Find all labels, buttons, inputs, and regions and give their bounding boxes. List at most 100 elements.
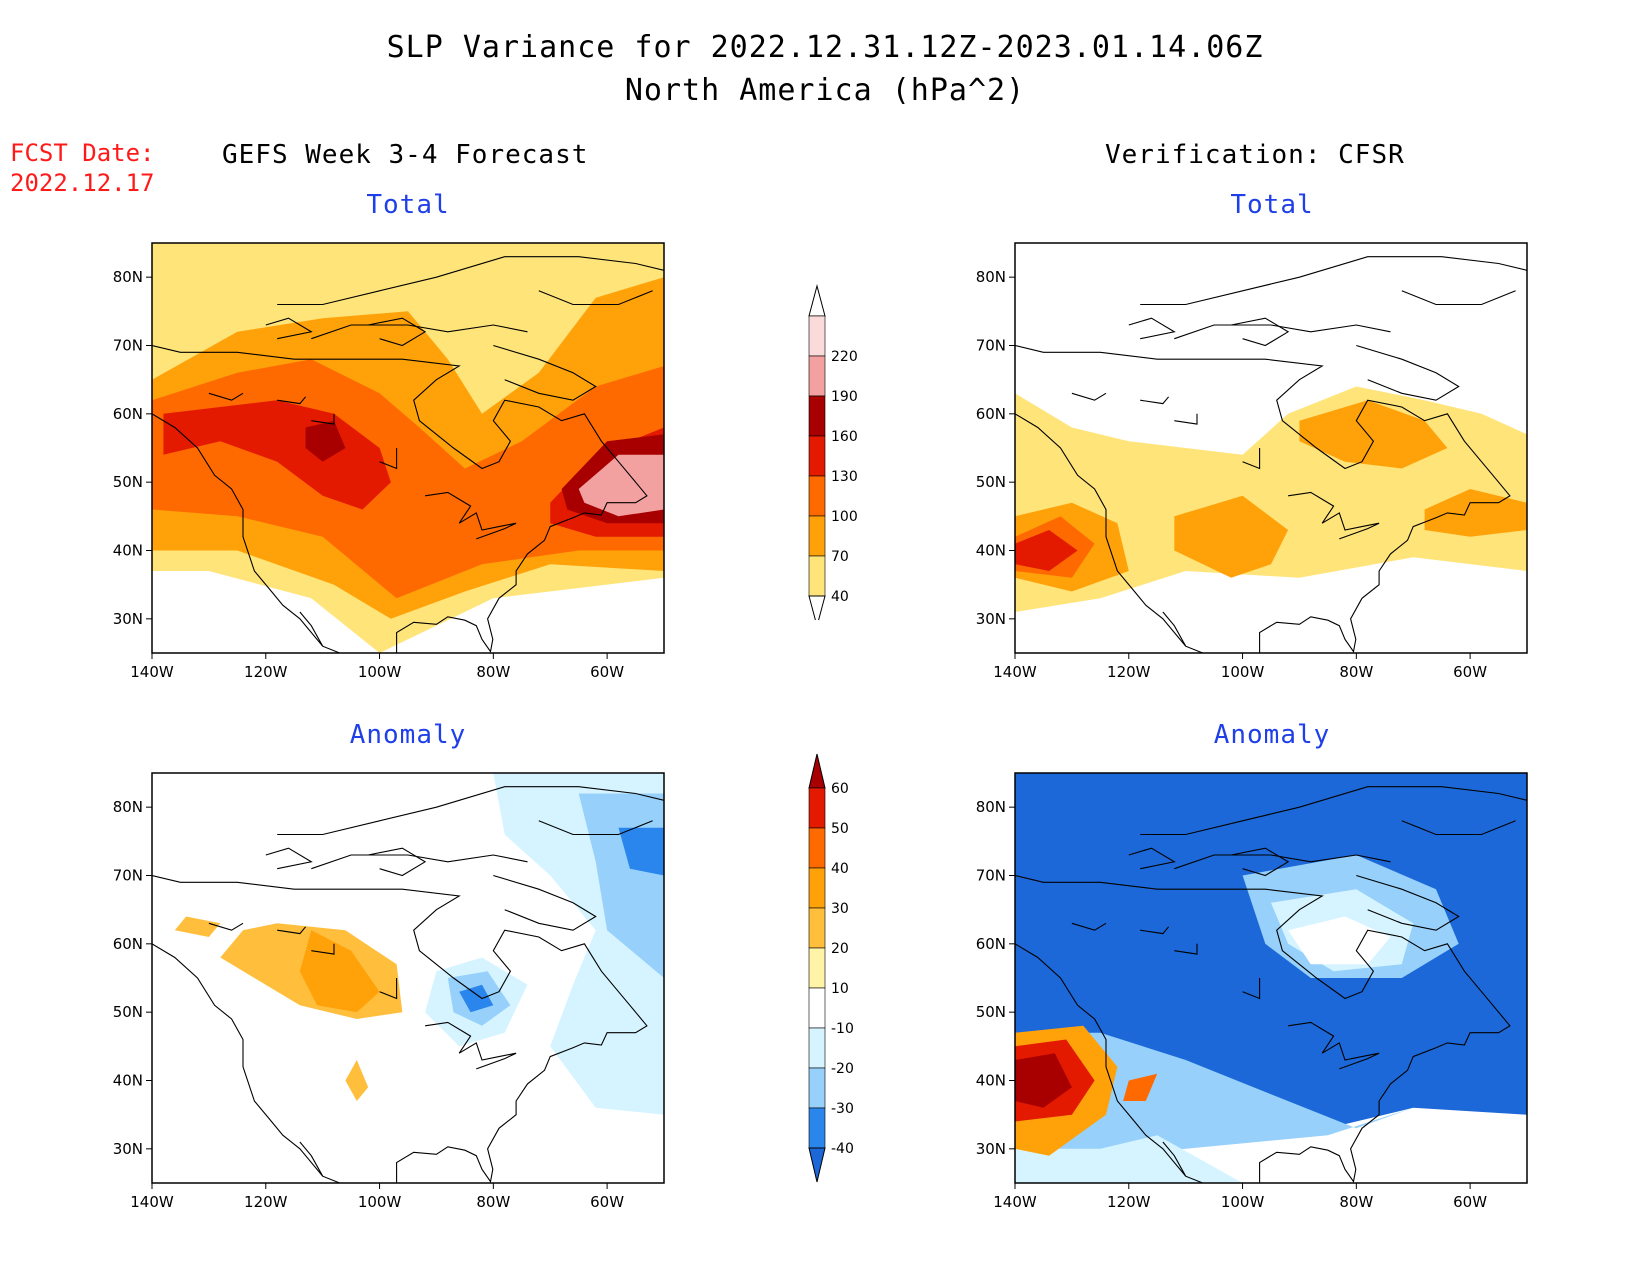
colorbar-swatch xyxy=(808,867,826,909)
map-frame xyxy=(151,772,665,1184)
lon-tick-label: 100W xyxy=(1221,1193,1265,1211)
lat-tick-label: 40N xyxy=(976,542,1006,560)
lat-tick-label: 80N xyxy=(976,798,1006,816)
coastline xyxy=(1288,491,1380,540)
shaded-field xyxy=(152,243,664,653)
coastline xyxy=(538,820,653,836)
forecast-date-value: 2022.12.17 xyxy=(10,169,155,197)
colorbar-swatch xyxy=(808,315,826,357)
lat-tick-label: 40N xyxy=(113,1072,143,1090)
coastline xyxy=(1140,926,1170,935)
colorbar-swatch xyxy=(808,355,826,397)
map-panel-cfsr-anomaly: 30N 40N 50N 60N 70N 80N 140W 120W 100W 80W 60W xyxy=(958,765,1538,1215)
colorbar-label: 10 xyxy=(831,981,849,997)
coastline xyxy=(1015,874,1511,1183)
coastline xyxy=(1288,1021,1380,1070)
coastline xyxy=(152,413,340,653)
shaded-region xyxy=(305,420,346,462)
shaded-field xyxy=(152,773,664,1183)
map-panel-cfsr-total: 30N 40N 50N 60N 70N 80N 140W 120W 100W 80W 60W xyxy=(958,235,1538,685)
colorbar-swatch xyxy=(808,1107,826,1149)
lon-tick-label: 80W xyxy=(1339,1193,1373,1211)
coastline xyxy=(311,324,528,340)
colorbar-swatch xyxy=(808,515,826,557)
colorbar-label: 100 xyxy=(831,509,858,525)
coastline xyxy=(311,854,528,870)
lat-tick-label: 50N xyxy=(976,473,1006,491)
coastline xyxy=(1071,922,1107,931)
coastline xyxy=(1015,413,1203,653)
colorbar-swatch xyxy=(808,827,826,869)
coastline xyxy=(1231,317,1290,347)
colorbar-bottom-arrow xyxy=(808,595,826,628)
coastline xyxy=(1401,290,1516,306)
coastline xyxy=(1162,1141,1187,1177)
lon-tick-label: 60W xyxy=(590,1193,624,1211)
shaded-region xyxy=(1174,495,1289,578)
column-title-cfsr: Verification: CFSR xyxy=(1105,140,1405,170)
page-title-line1: SLP Variance for 2022.12.31.12Z-2023.01.… xyxy=(386,30,1264,65)
map-panel-gefs-anomaly: 30N 40N 50N 60N 70N 80N 140W 120W 100W 80W 60W xyxy=(95,765,675,1215)
colorbar-label: 50 xyxy=(831,821,849,837)
coastline xyxy=(152,344,648,653)
lon-tick-label: 60W xyxy=(1453,1193,1487,1211)
coastline xyxy=(379,978,398,1000)
lon-tick-label: 120W xyxy=(1107,1193,1151,1211)
shaded-region xyxy=(1015,1053,1072,1108)
colorbar-swatch xyxy=(808,395,826,437)
coastline xyxy=(1174,854,1391,870)
coastline xyxy=(1242,448,1261,470)
colorbar-swatch xyxy=(808,555,826,597)
colorbar-bottom-arrow xyxy=(808,1147,826,1183)
coastline xyxy=(208,922,244,931)
colorbar-top-arrow xyxy=(808,284,826,317)
lat-tick-label: 50N xyxy=(113,1003,143,1021)
forecast-date-label: FCST Date: xyxy=(10,139,155,167)
colorbar-label: 40 xyxy=(831,861,849,877)
coastline xyxy=(265,317,313,340)
coastline xyxy=(311,943,335,955)
colorbar-label: 130 xyxy=(831,469,858,485)
shaded-region xyxy=(459,984,494,1013)
lon-tick-label: 140W xyxy=(130,1193,174,1211)
panel-label-cfsr-anomaly: Anomaly xyxy=(1213,720,1331,750)
lat-tick-label: 30N xyxy=(113,1140,143,1158)
coastline xyxy=(299,1141,324,1177)
colorbar-label: -30 xyxy=(831,1101,854,1117)
coastline xyxy=(425,1021,517,1070)
coastline xyxy=(1015,344,1511,653)
colorbar-label: 160 xyxy=(831,429,858,445)
colorbar-label: -10 xyxy=(831,1021,854,1037)
column-title-gefs: GEFS Week 3-4 Forecast xyxy=(222,140,589,170)
lat-tick-label: 40N xyxy=(113,542,143,560)
coastline xyxy=(493,344,597,401)
coastline xyxy=(277,786,664,836)
colorbar-swatch xyxy=(808,787,826,829)
lon-tick-label: 100W xyxy=(358,663,402,681)
coastline xyxy=(1128,317,1176,340)
colorbar-label: 70 xyxy=(831,549,849,565)
coastline xyxy=(1140,786,1527,836)
map-frame xyxy=(1014,772,1528,1184)
colorbar-label: 30 xyxy=(831,901,849,917)
coastline xyxy=(277,256,664,306)
lat-tick-label: 40N xyxy=(976,1072,1006,1090)
lon-tick-label: 60W xyxy=(1453,663,1487,681)
coastline xyxy=(277,396,307,405)
coastline xyxy=(1174,413,1198,425)
colorbar-swatch xyxy=(808,987,826,1029)
coastline xyxy=(299,611,324,647)
shaded-field xyxy=(1015,256,1527,653)
coastline xyxy=(277,926,307,935)
coastline xyxy=(379,448,398,470)
lon-tick-label: 100W xyxy=(358,1193,402,1211)
shaded-region xyxy=(1015,1135,1243,1183)
map-frame xyxy=(151,242,665,654)
panel-label-gefs-total: Total xyxy=(366,190,450,220)
lat-tick-label: 30N xyxy=(113,610,143,628)
coastline xyxy=(1356,344,1460,401)
colorbar-label: 60 xyxy=(831,781,849,797)
colorbar-swatch xyxy=(808,1027,826,1069)
lat-tick-label: 70N xyxy=(976,867,1006,885)
shaded-region xyxy=(1015,530,1078,571)
